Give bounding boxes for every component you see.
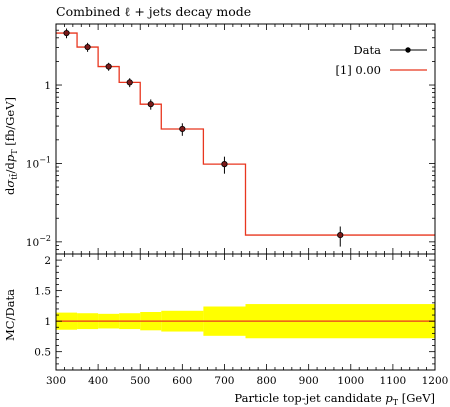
ratio-y-tick-label: 1 [44,316,51,328]
ratio-y-tick-label: 0.5 [34,347,51,359]
legend-label-mc: [1] 0.00 [335,63,381,77]
ratio-y-tick-label: 1.5 [34,286,51,298]
x-tick-label: 900 [299,375,319,387]
main-y-axis-label: dσtt̄/dpT [fb/GeV] [3,97,19,195]
data-point [147,101,154,108]
data-point [221,161,228,168]
data-point [63,29,70,37]
main-y-tick-label: 1 [44,80,51,92]
legend-label-data: Data [353,43,381,57]
data-point [105,63,112,70]
x-tick-label: 1200 [422,375,449,387]
ratio-y-tick-label: 2 [44,255,51,267]
x-tick-label: 400 [88,375,108,387]
x-tick-label: 600 [172,375,192,387]
chart-title: Combined ℓ + jets decay mode [56,4,251,19]
main-y-tick-label: 10−1 [26,155,51,170]
main-y-tick-label: 10−2 [26,234,51,249]
x-tick-label: 500 [130,375,150,387]
data-point [126,79,133,86]
x-tick-label: 300 [46,375,66,387]
legend-data-marker [405,47,411,53]
ratio-panel-frame [55,253,436,371]
x-tick-label: 1000 [337,375,364,387]
data-point [179,125,186,133]
x-tick-label: 1100 [380,375,407,387]
legend: Data [1] 0.00 [335,43,427,77]
data-point [337,231,344,239]
x-axis-label: Particle top-jet candidate pT [GeV] [234,391,435,407]
x-tick-label: 800 [257,375,277,387]
ratio-y-axis-label: MC/Data [3,289,17,341]
data-point [84,43,91,51]
x-tick-label: 700 [214,375,234,387]
